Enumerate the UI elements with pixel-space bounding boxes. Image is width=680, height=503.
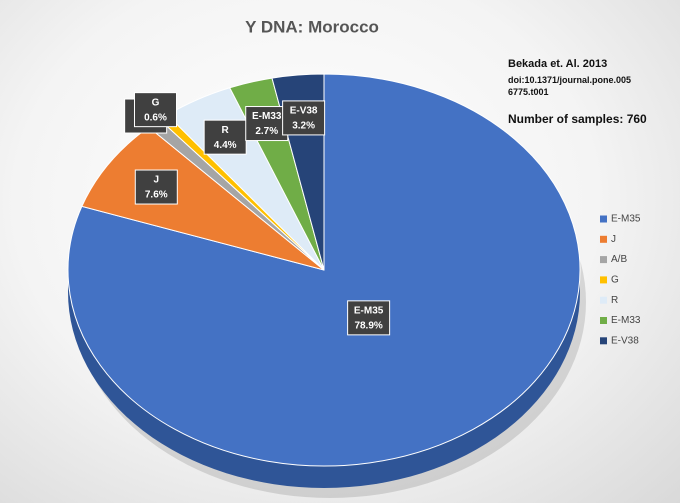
data-label-value: 2.7% (255, 126, 278, 137)
data-label-box (245, 106, 289, 142)
legend-label: E-V38 (611, 335, 639, 346)
sample-count: Number of samples: 760 (508, 112, 647, 126)
chart-title: Y DNA: Morocco (245, 17, 379, 36)
data-label: E-M33 2.7% (245, 106, 289, 142)
data-label-name: E-M33 (252, 111, 282, 122)
legend-label: J (611, 234, 616, 245)
data-label-name: R (222, 125, 230, 136)
data-label-box (133, 92, 177, 128)
data-label-value: 4.4% (214, 140, 237, 151)
data-label-value: 78.9% (354, 320, 382, 331)
doi: doi:10.1371/journal.pone.0056775.t001 (508, 75, 632, 97)
data-label-box (282, 100, 326, 136)
data-label-name: J (154, 175, 160, 186)
legend-swatch (600, 215, 607, 223)
data-label: R 4.4% (203, 119, 247, 155)
legend-label: E-M35 (611, 214, 641, 225)
legend-swatch (600, 317, 607, 324)
legend-label: G (611, 275, 619, 286)
data-label: J 7.6% (134, 169, 178, 205)
data-label: G 0.6% (133, 92, 177, 128)
legend-swatch (600, 337, 607, 345)
data-label: E-M35 78.9% (347, 300, 391, 336)
legend-label: E-M33 (611, 315, 641, 326)
data-label-box (347, 300, 391, 336)
data-label-name: E-M35 (354, 305, 384, 316)
data-label-value: 0.6% (144, 112, 167, 123)
data-label-value: 7.6% (145, 190, 168, 201)
data-label-box (203, 119, 247, 155)
source: Bekada et. Al. 2013 (508, 58, 608, 70)
data-label-name: E-V38 (290, 106, 318, 117)
data-label-name: G (152, 97, 160, 108)
legend-swatch (600, 296, 607, 304)
legend-label: A/B (611, 254, 627, 265)
legend-swatch (600, 256, 607, 264)
data-label: E-V38 3.2% (282, 100, 326, 136)
data-label-value: 3.2% (292, 121, 315, 132)
legend-swatch (600, 235, 607, 243)
legend-swatch (600, 276, 607, 284)
legend-label: R (611, 295, 618, 306)
data-label-box (134, 169, 178, 205)
